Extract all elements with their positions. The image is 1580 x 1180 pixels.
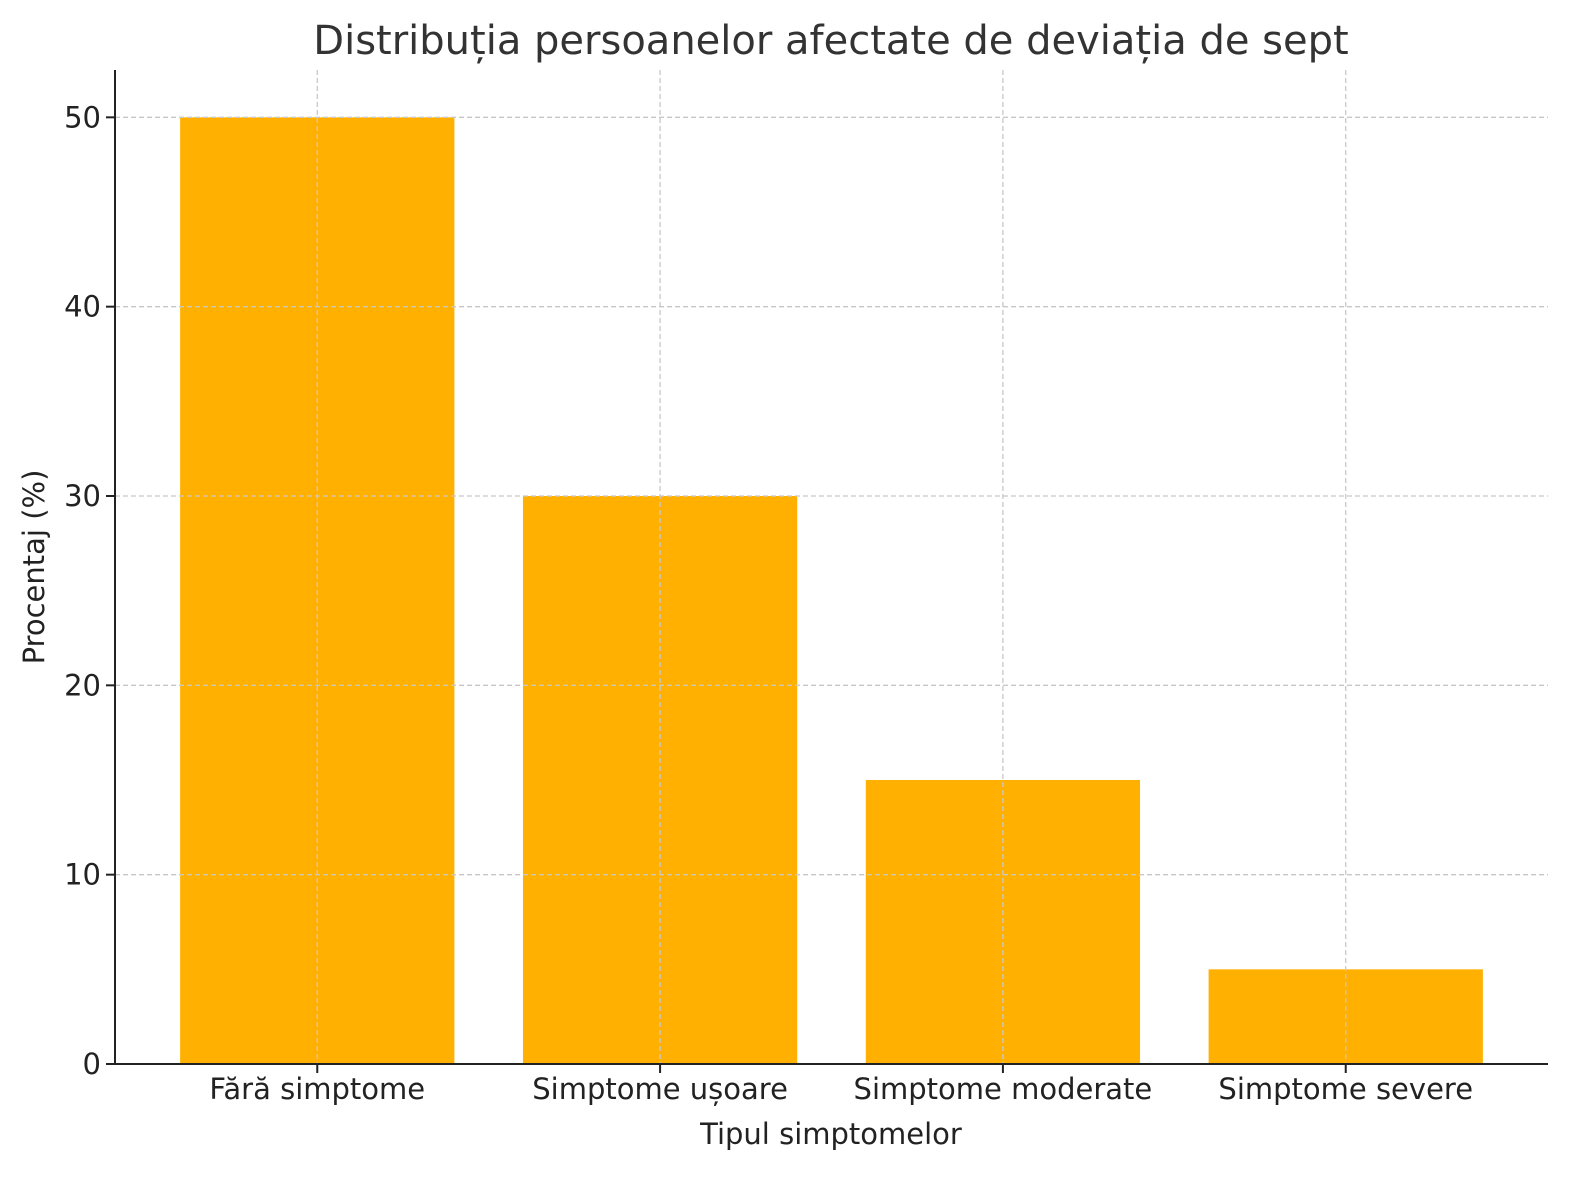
chart-title: Distribuția persoanelor afectate de devi…: [313, 18, 1348, 64]
y-tick-label: 20: [64, 668, 101, 702]
y-tick-label: 0: [83, 1047, 101, 1081]
y-axis-label: Procentaj (%): [17, 470, 51, 665]
x-tick-label: Simptome moderate: [854, 1072, 1153, 1106]
y-tick-label: 40: [64, 290, 101, 324]
y-tick-label: 10: [64, 858, 101, 892]
y-tick-label: 30: [64, 479, 101, 513]
x-tick-label: Simptome severe: [1218, 1072, 1473, 1106]
x-axis-label: Tipul simptomelor: [699, 1117, 962, 1151]
x-tick-label: Simptome ușoare: [532, 1072, 788, 1106]
x-tick-label: Fără simptome: [209, 1072, 425, 1106]
y-tick-label: 50: [64, 100, 101, 134]
